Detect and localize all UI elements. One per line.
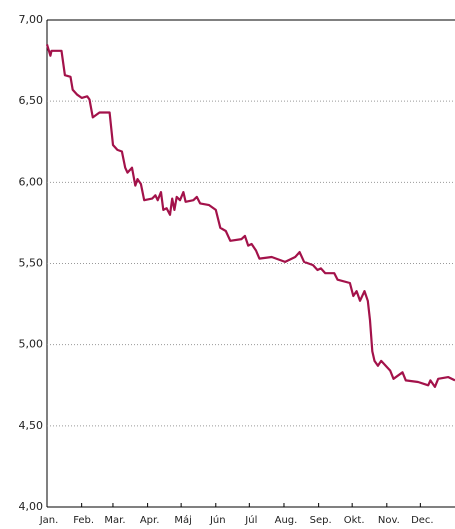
x-tick-label: Máj [174,514,192,526]
x-tick-label: Júl [244,514,257,526]
x-tick-label: Jún [209,514,226,526]
x-tick-label: Dec. [411,515,434,526]
y-tick-label: 7,00 [19,13,44,26]
x-tick-label: Jan. [39,515,59,526]
x-tick-label: Apr. [140,515,160,526]
x-tick-label: Aug. [275,515,298,526]
x-tick-label: Okt. [344,515,365,526]
x-tick-label: Nov. [378,515,400,526]
x-tick-label: Feb. [73,515,94,526]
y-tick-label: 6,50 [19,94,44,107]
x-tick-label: Mar. [104,515,125,526]
y-tick-label: 5,00 [19,338,44,351]
series-line [45,44,455,388]
y-tick-label: 5,50 [19,257,44,270]
y-tick-label: 4,00 [19,500,44,513]
x-tick-label: Sep. [310,515,332,526]
y-tick-label: 4,50 [19,419,44,432]
y-tick-label: 6,00 [19,175,44,188]
